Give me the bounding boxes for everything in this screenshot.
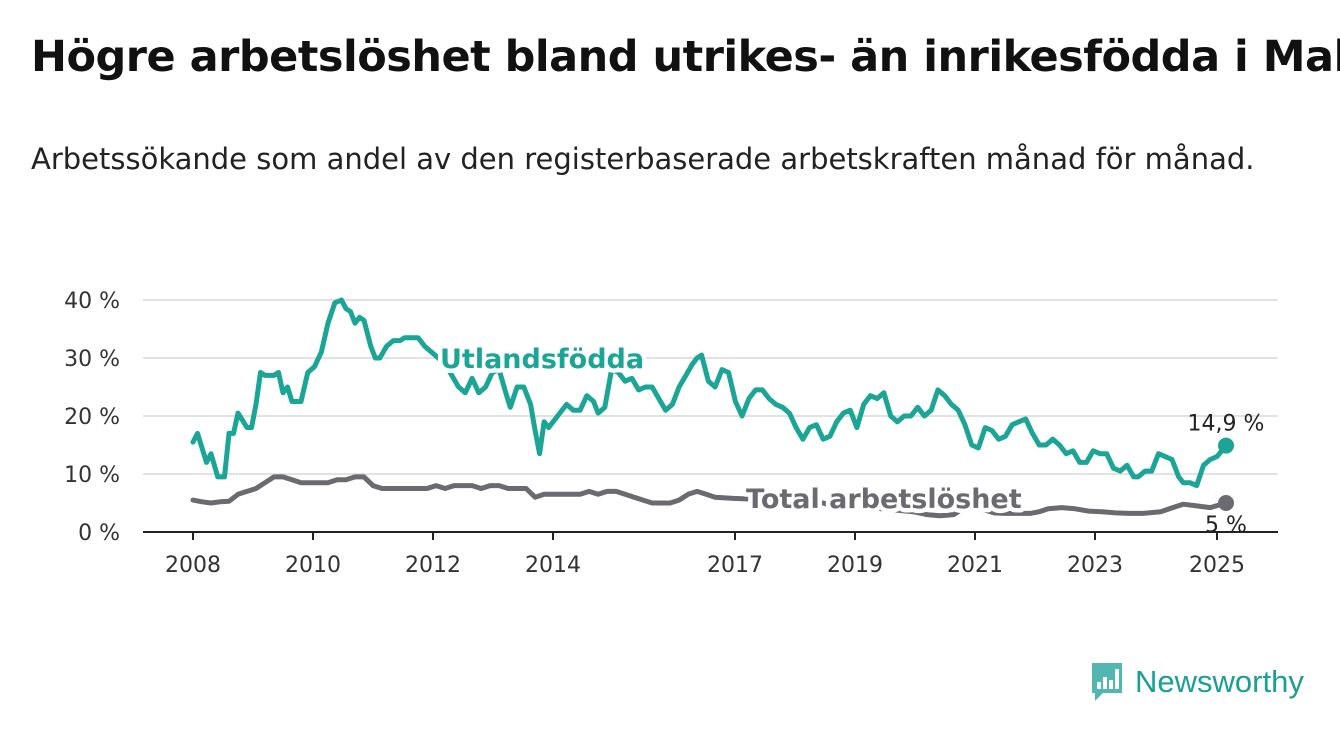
x-tick-label: 2010 xyxy=(285,553,341,578)
x-tick-label: 2017 xyxy=(707,553,763,578)
chart-title: Högre arbetslöshet bland utrikes- än inr… xyxy=(31,32,1340,82)
series-end-label: 5 % xyxy=(1205,513,1247,538)
x-tick-label: 2025 xyxy=(1189,553,1245,578)
y-axis: 0 % 10 % 20 % 30 % 40 % xyxy=(64,289,120,546)
series-label-halo: Utlandsfödda xyxy=(440,344,644,375)
x-tick-label: 2012 xyxy=(405,553,461,578)
series-label-halo: Total arbetslöshet xyxy=(746,484,1022,515)
chart-subtitle: Arbetssökande som andel av den registerb… xyxy=(31,142,1255,176)
brand-name: Newsworthy xyxy=(1135,664,1304,699)
y-tick-label: 20 % xyxy=(64,405,120,430)
series-name-label: Utlandsfödda xyxy=(440,344,644,375)
series-line xyxy=(190,474,1229,519)
series-end-point xyxy=(1218,437,1234,454)
x-tick-label: 2019 xyxy=(827,553,883,578)
x-axis: 2008 2010 2012 2014 2017 2019 2021 2023 2025 xyxy=(165,532,1245,578)
y-tick-label: 0 % xyxy=(78,521,120,546)
y-tick-label: 10 % xyxy=(64,463,120,488)
x-tick-label: 2014 xyxy=(525,553,581,578)
series-end-label: 14,9 % xyxy=(1188,412,1265,437)
line-chart: 0 % 10 % 20 % 30 % 40 % 2008 2010 2012 2014 2017… xyxy=(64,289,1278,578)
x-tick-label: 2008 xyxy=(165,553,221,578)
x-tick-label: 2021 xyxy=(947,553,1003,578)
series-name-label: Total arbetslöshet xyxy=(746,484,1022,515)
series-end-point xyxy=(1218,495,1234,511)
series-line xyxy=(190,297,1229,489)
y-tick-label: 40 % xyxy=(64,289,120,314)
y-tick-label: 30 % xyxy=(64,347,120,372)
brand: Newsworthy xyxy=(1089,660,1304,704)
grid-lines xyxy=(143,299,1278,533)
series-lines xyxy=(190,297,1234,519)
x-tick-label: 2023 xyxy=(1067,553,1123,578)
newsworthy-logo-icon xyxy=(1092,663,1122,701)
